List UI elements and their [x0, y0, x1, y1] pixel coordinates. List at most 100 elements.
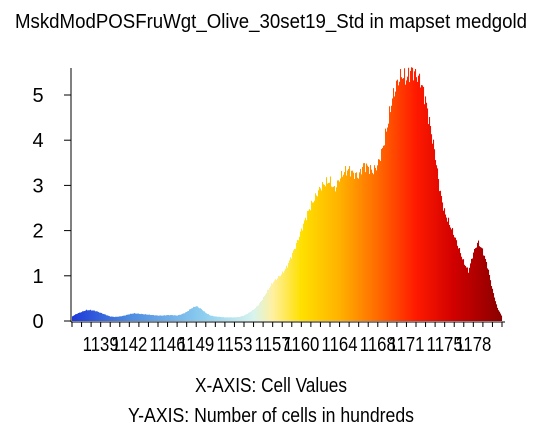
- histogram-bar: [406, 80, 408, 322]
- histogram-bar: [465, 265, 467, 321]
- histogram-bar: [238, 316, 240, 321]
- histogram-bar: [218, 316, 220, 321]
- histogram-bar: [412, 67, 414, 321]
- histogram-bar: [321, 190, 323, 321]
- histogram-bar: [176, 315, 178, 321]
- histogram-bar: [258, 305, 260, 321]
- histogram-bar: [114, 317, 116, 321]
- histogram-bar: [83, 311, 85, 321]
- histogram-bar: [458, 248, 460, 321]
- histogram-bar: [128, 314, 130, 321]
- histogram-bar: [386, 131, 388, 321]
- histogram-bar: [494, 297, 496, 321]
- histogram-bar: [319, 186, 321, 321]
- histogram-bar: [95, 311, 97, 321]
- x-tick-label: 1175: [427, 334, 463, 356]
- histogram-bar: [404, 68, 406, 322]
- histogram-bar: [225, 317, 227, 321]
- histogram-bar: [498, 310, 500, 321]
- histogram-bar: [362, 166, 364, 321]
- histogram-bar: [186, 311, 188, 321]
- histogram-bar: [302, 230, 304, 321]
- histogram-bar: [431, 134, 433, 321]
- histogram-bar: [242, 315, 244, 321]
- histogram-bar: [212, 315, 214, 321]
- histogram-bar: [328, 182, 330, 321]
- histogram-bar: [346, 175, 348, 321]
- histogram-bar: [301, 228, 303, 321]
- histogram-bar: [138, 313, 140, 321]
- histogram-bar: [232, 317, 234, 321]
- histogram-bar: [255, 307, 257, 321]
- histogram-bar: [462, 259, 464, 321]
- histogram-bar: [203, 311, 205, 321]
- histogram-bar: [157, 315, 159, 321]
- histogram-bar: [222, 317, 224, 321]
- histogram-bar: [460, 253, 462, 321]
- histogram-bar: [277, 278, 279, 321]
- histogram-bar: [123, 315, 125, 321]
- histogram-bar: [244, 315, 246, 321]
- histogram-bars: [72, 67, 503, 322]
- histogram-bar: [135, 313, 137, 321]
- histogram-bar: [109, 316, 111, 321]
- histogram-bar: [402, 78, 404, 321]
- histogram-bar: [448, 217, 450, 321]
- histogram-bar: [182, 313, 184, 321]
- histogram-bar: [476, 247, 478, 321]
- histogram-bar: [309, 209, 311, 321]
- histogram-bar: [115, 316, 117, 321]
- histogram-bar: [265, 294, 267, 321]
- histogram-bar: [111, 316, 113, 321]
- y-axis-title: Y-AXIS: Number of cells in hundreds: [128, 405, 414, 427]
- histogram-bar: [452, 228, 454, 321]
- histogram-bar: [94, 310, 96, 321]
- histogram-bar: [296, 243, 298, 321]
- histogram-bar: [371, 169, 373, 321]
- histogram-bar: [469, 267, 471, 321]
- histogram-bar: [312, 202, 314, 321]
- histogram-bar: [383, 145, 385, 321]
- histogram-bar: [100, 312, 102, 321]
- histogram-bar: [237, 317, 239, 321]
- histogram-bar: [119, 316, 121, 321]
- histogram-bar: [388, 123, 390, 322]
- histogram-bar: [267, 289, 269, 321]
- histogram-bar: [189, 309, 191, 321]
- histogram-bar: [171, 315, 173, 321]
- histogram-bar: [339, 181, 341, 321]
- histogram-bar: [306, 220, 308, 321]
- histogram-bar: [303, 223, 305, 321]
- histogram-bar: [229, 317, 231, 321]
- histogram-bar: [318, 190, 320, 321]
- histogram-bar: [334, 186, 336, 321]
- histogram-bar: [323, 184, 325, 321]
- histogram-bar: [356, 172, 358, 321]
- histogram-bar: [179, 314, 181, 321]
- histogram-bar: [420, 87, 422, 322]
- histogram-bar: [101, 312, 103, 321]
- histogram-bar: [342, 176, 344, 321]
- histogram-bar: [427, 108, 429, 322]
- histogram-bar: [202, 310, 204, 321]
- histogram-bar: [441, 195, 443, 321]
- histogram-bar: [271, 283, 273, 321]
- histogram-bar: [280, 276, 282, 321]
- x-tick-label: 1146: [150, 334, 186, 356]
- histogram-bar: [282, 271, 284, 321]
- histogram-bar: [181, 314, 183, 321]
- histogram-bar: [187, 311, 189, 321]
- histogram-bar: [127, 314, 129, 321]
- histogram-bar: [400, 68, 402, 322]
- histogram-bar: [451, 229, 453, 321]
- histogram-bar: [479, 246, 481, 321]
- histogram-bar: [284, 270, 286, 321]
- histogram-bar: [477, 242, 479, 321]
- histogram-bar: [151, 314, 153, 321]
- histogram-bar: [483, 255, 485, 321]
- histogram-bar: [250, 311, 252, 321]
- histogram-bar: [287, 267, 289, 321]
- histogram-bar: [75, 314, 77, 321]
- histogram-bar: [86, 309, 88, 321]
- histogram-bar: [426, 102, 428, 321]
